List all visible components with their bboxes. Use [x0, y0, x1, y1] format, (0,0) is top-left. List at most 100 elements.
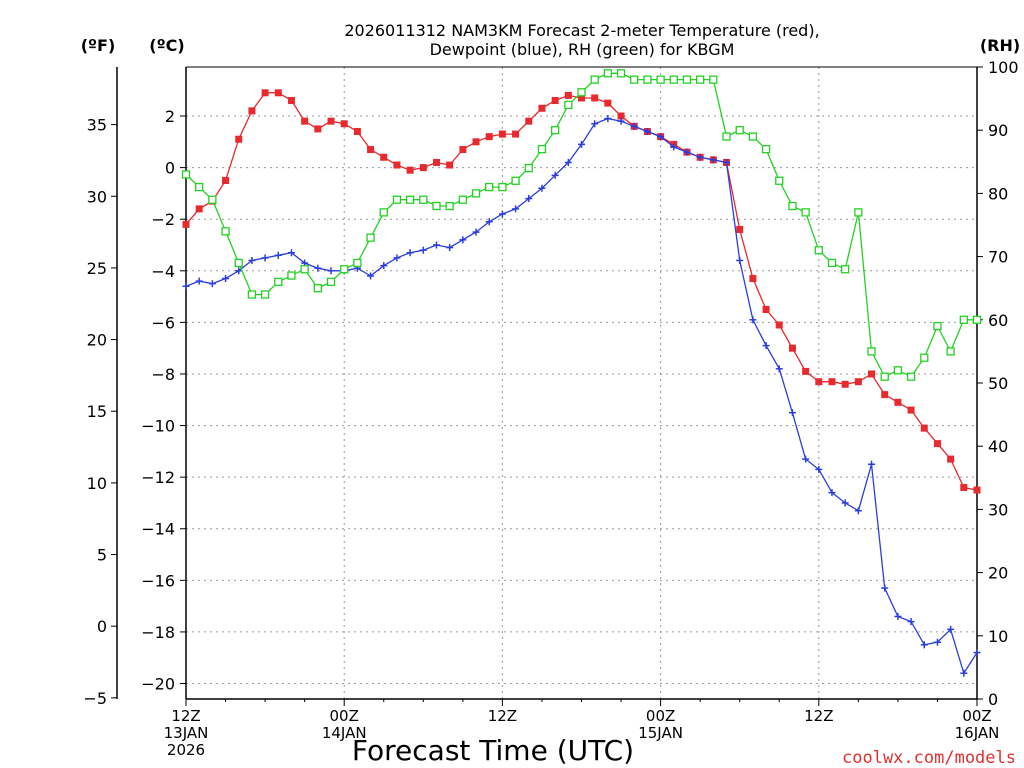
temperature-point	[287, 97, 295, 105]
dewpoint-point	[472, 228, 480, 236]
rh-point	[590, 75, 599, 84]
dewpoint-point	[604, 115, 612, 123]
fahrenheit-unit-label: (ºF)	[81, 36, 116, 55]
series-dewpoint	[182, 115, 981, 677]
dewpoint-point	[512, 205, 520, 213]
dewpoint-point	[261, 254, 269, 262]
temperature-point	[432, 158, 440, 166]
temperature-point	[564, 91, 572, 99]
x-tick-label: 14JAN	[322, 724, 367, 742]
rh-point	[616, 69, 626, 78]
temperature-point	[815, 378, 823, 386]
rh-tick-label: 40	[988, 437, 1008, 456]
rh-point	[445, 201, 454, 211]
rh-tick-label: 90	[988, 121, 1008, 140]
rh-point	[379, 208, 388, 217]
rh-point	[274, 277, 283, 287]
temperature-point	[498, 130, 506, 138]
rh-point	[458, 195, 468, 204]
dewpoint-point	[419, 246, 427, 254]
rh-point	[603, 69, 613, 78]
dewpoint-point	[525, 195, 533, 203]
dewpoint-point	[947, 625, 955, 633]
chart-title-line2: Dewpoint (blue), RH (green) for KBGM	[430, 40, 735, 59]
rh-point	[972, 315, 982, 324]
rh-point	[564, 100, 573, 110]
temperature-point	[894, 398, 902, 406]
dewpoint-point	[406, 249, 414, 257]
dewpoint-point	[775, 365, 783, 373]
dewpoint-point	[591, 120, 599, 128]
rh-point	[550, 126, 560, 135]
rh-point	[669, 75, 678, 84]
rh-point	[814, 246, 823, 255]
rh-point	[511, 176, 520, 185]
temperature-point	[854, 378, 862, 386]
dewpoint-point	[683, 148, 691, 156]
rh-point	[340, 265, 349, 274]
x-tick-label: 15JAN	[638, 724, 683, 742]
temperature-point	[222, 177, 230, 185]
rh-point	[537, 145, 547, 154]
temperature-point	[973, 486, 981, 494]
x-tick-label: 12Z	[488, 707, 517, 725]
rh-point	[827, 258, 837, 268]
rh-point	[630, 75, 639, 84]
dewpoint-point	[617, 117, 625, 125]
rh-tick-label: 60	[988, 311, 1008, 330]
dewpoint-point	[762, 342, 770, 350]
dewpoint-point	[670, 143, 678, 151]
rh-point	[722, 132, 731, 141]
rh-point	[485, 182, 494, 192]
rh-tick-label: 80	[988, 184, 1008, 203]
dewpoint-point	[222, 275, 230, 283]
fahrenheit-tick-label: 20	[87, 331, 107, 350]
temperature-point	[828, 378, 836, 386]
temperature-point	[195, 205, 203, 213]
rh-point	[366, 233, 375, 242]
series-rh	[181, 69, 982, 381]
dewpoint-point	[881, 584, 889, 592]
temperature-point	[841, 380, 849, 388]
dewpoint-point	[327, 267, 335, 275]
temperature-point	[868, 370, 876, 378]
temperature-point	[617, 112, 625, 120]
x-tick-label: 00Z	[330, 707, 359, 725]
rh-point	[260, 290, 270, 299]
rh-point	[920, 353, 929, 362]
temperature-point	[907, 406, 915, 414]
x-tick-label: 00Z	[962, 707, 991, 725]
temperature-point	[485, 133, 493, 141]
fahrenheit-tick-label: 10	[87, 474, 107, 493]
celsius-tick-label: −18	[141, 623, 175, 642]
dewpoint-point	[498, 210, 506, 218]
dewpoint-point	[643, 127, 651, 135]
temperature-point	[367, 146, 375, 154]
rh-point	[775, 176, 784, 185]
rh-unit-label: (RH)	[980, 36, 1020, 55]
rh-tick-label: 100	[988, 58, 1019, 77]
rh-point	[432, 201, 441, 211]
celsius-tick-label: −4	[151, 262, 175, 281]
dewpoint-point	[657, 133, 665, 141]
temperature-point	[301, 117, 309, 125]
temperature-point	[327, 117, 335, 125]
temperature-point	[248, 107, 256, 115]
rh-tick-label: 70	[988, 248, 1008, 267]
rh-point	[761, 145, 771, 154]
rh-point	[735, 126, 744, 135]
temperature-point	[551, 97, 559, 105]
rh-point	[498, 182, 507, 192]
x-tick-label: 16JAN	[955, 724, 1000, 742]
dewpoint-point	[274, 251, 282, 259]
dewpoint-point	[380, 262, 388, 270]
celsius-unit-label: (ºC)	[149, 36, 184, 55]
rh-point	[788, 201, 797, 211]
temperature-point	[472, 138, 480, 146]
celsius-tick-label: −8	[151, 365, 175, 384]
rh-tick-label: 30	[988, 500, 1008, 519]
fahrenheit-tick-label: 0	[97, 617, 107, 636]
dewpoint-point	[485, 218, 493, 226]
dewpoint-point	[208, 280, 216, 288]
